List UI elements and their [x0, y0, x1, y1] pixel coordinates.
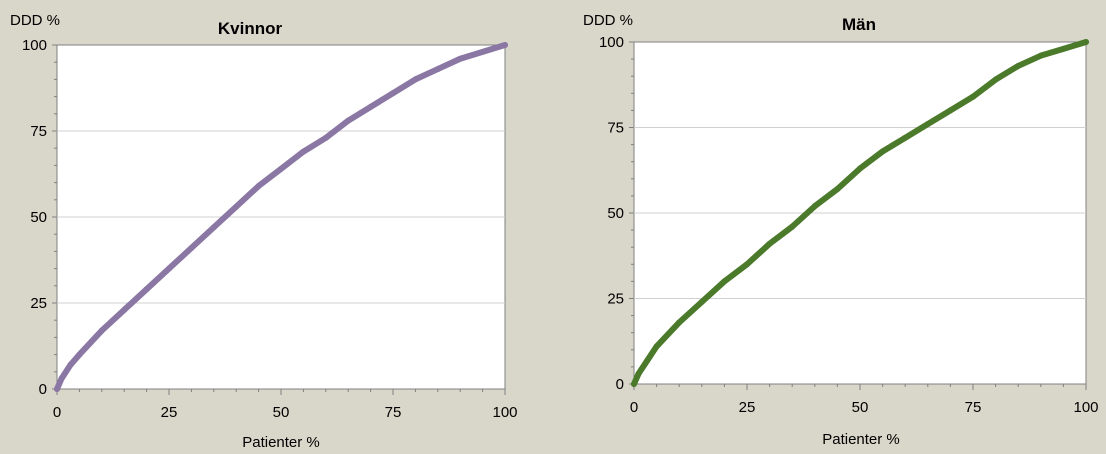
data-point — [98, 327, 105, 334]
data-point — [698, 298, 705, 305]
y-axis-title: DDD % — [10, 12, 60, 29]
data-point — [121, 306, 128, 313]
x-tick-label: 25 — [739, 399, 756, 416]
data-point — [1037, 52, 1044, 59]
data-point — [479, 48, 486, 55]
data-point — [255, 183, 262, 190]
x-tick-label: 75 — [385, 404, 402, 421]
y-tick-label: 50 — [30, 209, 47, 226]
data-point — [67, 361, 74, 368]
y-tick-label: 50 — [607, 205, 624, 222]
y-tick-label: 0 — [39, 381, 47, 398]
data-point — [766, 240, 773, 247]
data-point — [653, 343, 660, 350]
data-point — [367, 103, 374, 110]
x-tick-label: 25 — [161, 404, 178, 421]
data-point — [992, 76, 999, 83]
x-tick-label: 0 — [630, 399, 638, 416]
y-tick-label: 25 — [30, 295, 47, 312]
data-point — [789, 223, 796, 230]
data-point — [902, 134, 909, 141]
data-point — [502, 42, 508, 48]
data-point — [834, 186, 841, 193]
data-point — [644, 357, 651, 364]
x-tick-label: 0 — [53, 404, 61, 421]
chart-title: Män — [842, 15, 876, 34]
plot-group: 0 25 50 75 100 0 25 50 75 100 — [22, 37, 518, 421]
data-point — [970, 93, 976, 100]
y-tick-label: 100 — [22, 37, 47, 54]
x-tick-label: 100 — [1073, 399, 1098, 416]
data-point — [631, 381, 637, 387]
data-point — [947, 107, 954, 114]
data-point — [390, 90, 396, 97]
data-point — [457, 55, 464, 62]
y-tick-label: 75 — [607, 120, 624, 137]
data-point — [924, 121, 931, 128]
chart-man: 0 25 50 75 100 0 25 50 75 100 DDD % Män Patienter… — [583, 12, 1099, 448]
data-point — [635, 370, 642, 377]
data-point — [143, 286, 150, 293]
data-point — [434, 66, 441, 73]
data-point — [300, 148, 307, 155]
y-tick-label: 25 — [607, 291, 624, 308]
data-point — [58, 375, 65, 382]
data-point — [345, 117, 352, 124]
data-point — [1015, 62, 1022, 69]
x-axis-title: Patienter % — [822, 431, 900, 448]
x-axis-title: Patienter % — [242, 434, 320, 451]
y-tick-label: 100 — [599, 34, 624, 51]
y-axis-title: DDD % — [583, 12, 633, 29]
data-point — [412, 76, 419, 83]
x-tick-label: 100 — [492, 404, 517, 421]
data-point — [166, 265, 172, 272]
data-point — [744, 261, 750, 268]
data-point — [278, 165, 284, 172]
data-point — [233, 203, 240, 210]
data-point — [879, 148, 886, 155]
data-point — [676, 319, 683, 326]
chart-title: Kvinnor — [218, 19, 283, 38]
data-point — [322, 134, 329, 141]
plot-group: 0 25 50 75 100 0 25 50 75 100 — [599, 34, 1099, 416]
x-tick-label: 50 — [852, 399, 869, 416]
data-point — [1083, 39, 1089, 45]
chart-kvinnor: 0 25 50 75 100 0 25 50 75 100 DDD % Kvinnor Patie… — [10, 12, 518, 451]
y-tick-label: 0 — [616, 376, 624, 393]
y-tick-label: 75 — [30, 123, 47, 140]
data-point — [188, 244, 195, 251]
data-point — [857, 165, 863, 172]
data-point — [54, 386, 60, 392]
data-point — [210, 224, 217, 231]
x-tick-label: 50 — [273, 404, 290, 421]
data-point — [721, 278, 728, 285]
data-point — [1060, 45, 1067, 52]
data-point — [811, 203, 818, 210]
x-tick-label: 75 — [965, 399, 982, 416]
data-point — [76, 351, 83, 358]
